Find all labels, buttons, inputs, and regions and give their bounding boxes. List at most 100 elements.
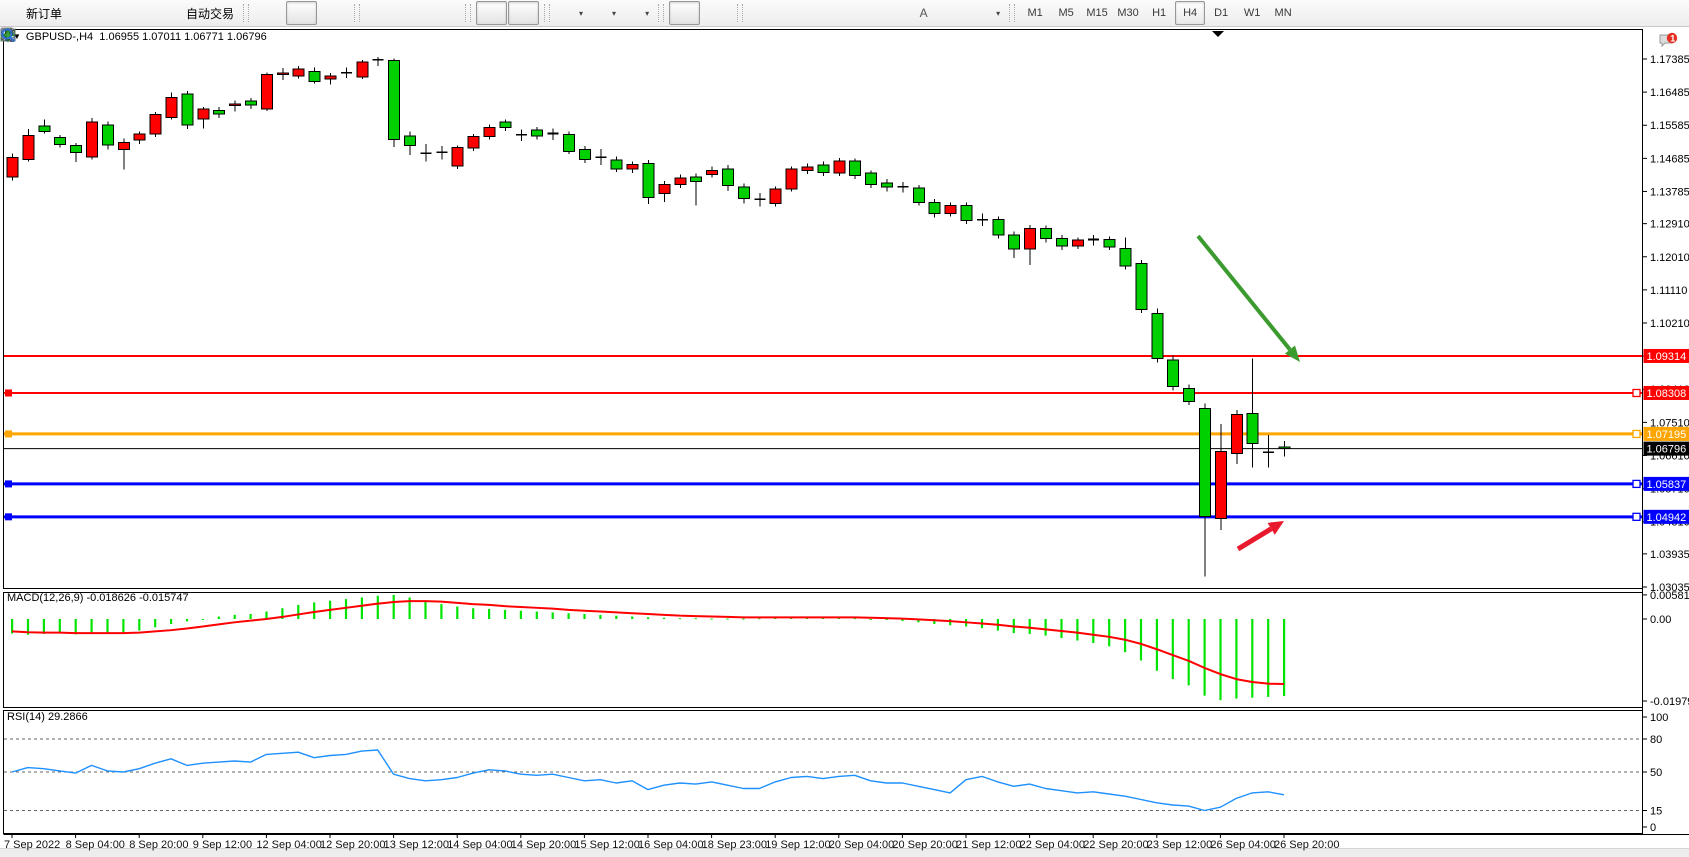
autotrade-icon <box>167 5 183 21</box>
svg-text:14 Sep 20:00: 14 Sep 20:00 <box>511 839 576 851</box>
svg-text:1.12910: 1.12910 <box>1650 219 1689 231</box>
text-tool[interactable]: A <box>908 1 939 25</box>
trend-line-tool[interactable] <box>812 1 843 25</box>
rsi-indicator-label: RSI(14) 29.2866 <box>7 711 88 723</box>
ohlc-values: 1.06955 1.07011 1.06771 1.06796 <box>99 31 266 43</box>
svg-text:22 Sep 20:00: 22 Sep 20:00 <box>1083 839 1148 851</box>
price-chart-canvas[interactable]: 1.173851.164851.155851.146851.137851.129… <box>0 27 1689 856</box>
timeframe-mn[interactable]: MN <box>1268 1 1298 25</box>
indicators-button[interactable]: + ▾ <box>555 1 587 25</box>
bar-chart-icon <box>262 5 278 21</box>
new-order-icon: + <box>7 5 23 21</box>
candlestick-chart-button[interactable] <box>286 1 317 25</box>
vertical-line-tool[interactable] <box>748 1 779 25</box>
periods-button[interactable]: ▾ <box>588 1 620 25</box>
svg-text:1.05837: 1.05837 <box>1647 479 1687 491</box>
toolbar-separator <box>544 4 550 22</box>
svg-text:0.005819: 0.005819 <box>1650 590 1689 602</box>
hline-handle[interactable] <box>5 389 12 396</box>
timeframe-d1[interactable]: D1 <box>1206 1 1236 25</box>
notifications-button[interactable]: 1 1 <box>1652 1 1683 25</box>
svg-text:1.06796: 1.06796 <box>1647 444 1687 456</box>
svg-text:1.16485: 1.16485 <box>1650 87 1689 99</box>
autotrade-button[interactable]: 自动交易 <box>163 1 238 25</box>
svg-text:7 Sep 2022: 7 Sep 2022 <box>4 839 60 851</box>
main-toolbar: + 新订单 自动交易 <box>0 0 1689 27</box>
channel-icon: E <box>852 5 868 21</box>
svg-text:1.04942: 1.04942 <box>1647 512 1687 524</box>
crosshair-button[interactable] <box>701 1 732 25</box>
h</n>line-handle[interactable] <box>1633 389 1640 396</box>
new-order-button[interactable]: + 新订单 <box>3 1 66 25</box>
signal-icon <box>139 5 155 21</box>
hline-handle[interactable] <box>5 480 12 487</box>
svg-text:1.08308: 1.08308 <box>1647 388 1687 400</box>
svg-text:9 Sep 12:00: 9 Sep 12:00 <box>193 839 252 851</box>
auto-scroll-button[interactable] <box>476 1 507 25</box>
toolbar-separator <box>243 4 249 22</box>
svg-text:20 Sep 20:00: 20 Sep 20:00 <box>892 839 957 851</box>
templates-button[interactable]: ▾ <box>621 1 653 25</box>
h</n>line-handle[interactable] <box>1633 513 1640 520</box>
dropdown-arrow-icon: ▾ <box>645 9 649 18</box>
trend-line-icon <box>820 5 836 21</box>
horizontal-line-tool[interactable] <box>780 1 811 25</box>
tile-windows-button[interactable] <box>429 1 460 25</box>
timeframe-m30[interactable]: M30 <box>1113 1 1143 25</box>
hline-handle[interactable] <box>5 430 12 437</box>
fibonacci-tool[interactable]: F <box>876 1 907 25</box>
zoom-in-button[interactable] <box>365 1 396 25</box>
bar-chart-button[interactable] <box>254 1 285 25</box>
chart-shift-button[interactable] <box>508 1 539 25</box>
timeframe-h4[interactable]: H4 <box>1175 1 1205 25</box>
signals-button[interactable] <box>131 1 162 25</box>
svg-text:1.03935: 1.03935 <box>1650 549 1689 561</box>
zoom-in-icon <box>373 5 389 21</box>
toolbar-separator <box>737 4 743 22</box>
text-label-tool[interactable]: T <box>940 1 971 25</box>
shapes-tool[interactable]: ▾ <box>972 1 1004 25</box>
candlestick-chart-icon <box>294 5 310 21</box>
svg-text:1.14685: 1.14685 <box>1650 153 1689 165</box>
channel-tool[interactable]: E <box>844 1 875 25</box>
toolbar-separator <box>1009 4 1015 22</box>
crosshair-icon <box>709 5 725 21</box>
timeframe-h1[interactable]: H1 <box>1144 1 1174 25</box>
cursor-icon <box>677 5 693 21</box>
svg-text:1: 1 <box>1670 33 1675 43</box>
svg-text:13 Sep 12:00: 13 Sep 12:00 <box>384 839 449 851</box>
vertical-line-icon <box>756 5 772 21</box>
timeframe-m1[interactable]: M1 <box>1020 1 1050 25</box>
svg-text:23 Sep 12:00: 23 Sep 12:00 <box>1147 839 1212 851</box>
zoom-out-button[interactable] <box>397 1 428 25</box>
symbol-period-label: GBPUSD-,H4 <box>26 31 93 43</box>
line-chart-button[interactable] <box>318 1 349 25</box>
svg-text:26 Sep 20:00: 26 Sep 20:00 <box>1274 839 1339 851</box>
shapes-icon <box>976 5 992 21</box>
dropdown-arrow-icon: ▾ <box>579 9 583 18</box>
svg-text:15: 15 <box>1650 806 1662 818</box>
quotes-button[interactable] <box>67 1 98 25</box>
h</n>line-handle[interactable] <box>1633 480 1640 487</box>
h</n>line-handle[interactable] <box>1633 430 1640 437</box>
search-button[interactable] <box>1620 1 1651 25</box>
autotrade-label: 自动交易 <box>186 5 234 22</box>
diamond-icon <box>75 5 91 21</box>
cursor-button[interactable] <box>669 1 700 25</box>
timeframe-m5[interactable]: M5 <box>1051 1 1081 25</box>
svg-text:16 Sep 04:00: 16 Sep 04:00 <box>638 839 703 851</box>
line-chart-icon <box>326 5 342 21</box>
horizontal-line-icon <box>788 5 804 21</box>
hline-handle[interactable] <box>5 513 12 520</box>
toolbar-separator <box>354 4 360 22</box>
svg-text:-0.01979: -0.01979 <box>1650 696 1689 708</box>
text-label-icon: T <box>948 5 964 21</box>
svg-text:19 Sep 12:00: 19 Sep 12:00 <box>765 839 830 851</box>
timeframe-w1[interactable]: W1 <box>1237 1 1267 25</box>
svg-text:50: 50 <box>1650 767 1662 779</box>
timeframe-m15[interactable]: M15 <box>1082 1 1112 25</box>
templates-icon <box>625 5 641 21</box>
market-watch-button[interactable] <box>99 1 130 25</box>
svg-text:15 Sep 12:00: 15 Sep 12:00 <box>574 839 639 851</box>
